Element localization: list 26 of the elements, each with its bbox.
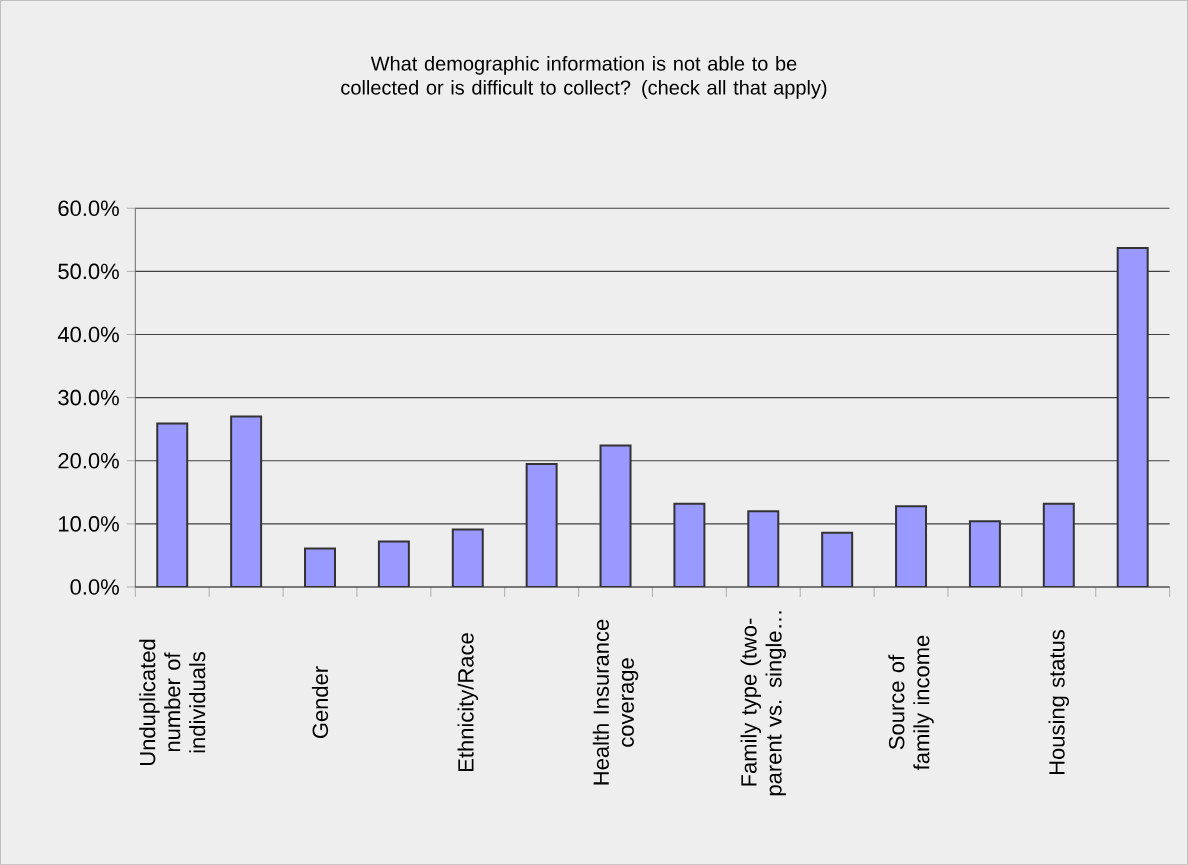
- bar: [673, 502, 706, 587]
- x-tick-label: Family type (two-parent vs. single…: [740, 611, 786, 796]
- bar: [968, 520, 1001, 587]
- x-tick-label: Source of family income: [888, 635, 934, 770]
- x-tick-label: Housing status: [1048, 629, 1070, 774]
- y-tick-label: 30.0%: [58, 389, 119, 406]
- chart-title: What demographic information is not able to be collected or is difficult to collect? (check all that apply): [341, 55, 827, 99]
- y-tick-label: 20.0%: [58, 452, 119, 469]
- x-tick-label: Ethnicity/Race: [457, 633, 478, 771]
- x-tick-label: Unduplicated number of individuals: [139, 639, 206, 765]
- y-tick-label: 50.0%: [58, 263, 119, 280]
- bar: [895, 505, 928, 587]
- y-tick-label: 0.0%: [70, 579, 119, 595]
- bar: [1042, 502, 1075, 587]
- bar: [525, 462, 558, 587]
- x-tick-label: Gender: [311, 666, 329, 738]
- x-tick-label: Health Insurance coverage: [592, 619, 639, 785]
- bar: [1116, 246, 1149, 587]
- bar: [304, 547, 336, 587]
- y-tick-label: 40.0%: [57, 326, 119, 343]
- y-tick-label: 60.0%: [58, 200, 119, 216]
- bar: [747, 510, 780, 587]
- bar: [156, 422, 189, 587]
- y-tick-label: 10.0%: [59, 516, 119, 532]
- bar: [599, 444, 632, 587]
- bar: [230, 415, 263, 587]
